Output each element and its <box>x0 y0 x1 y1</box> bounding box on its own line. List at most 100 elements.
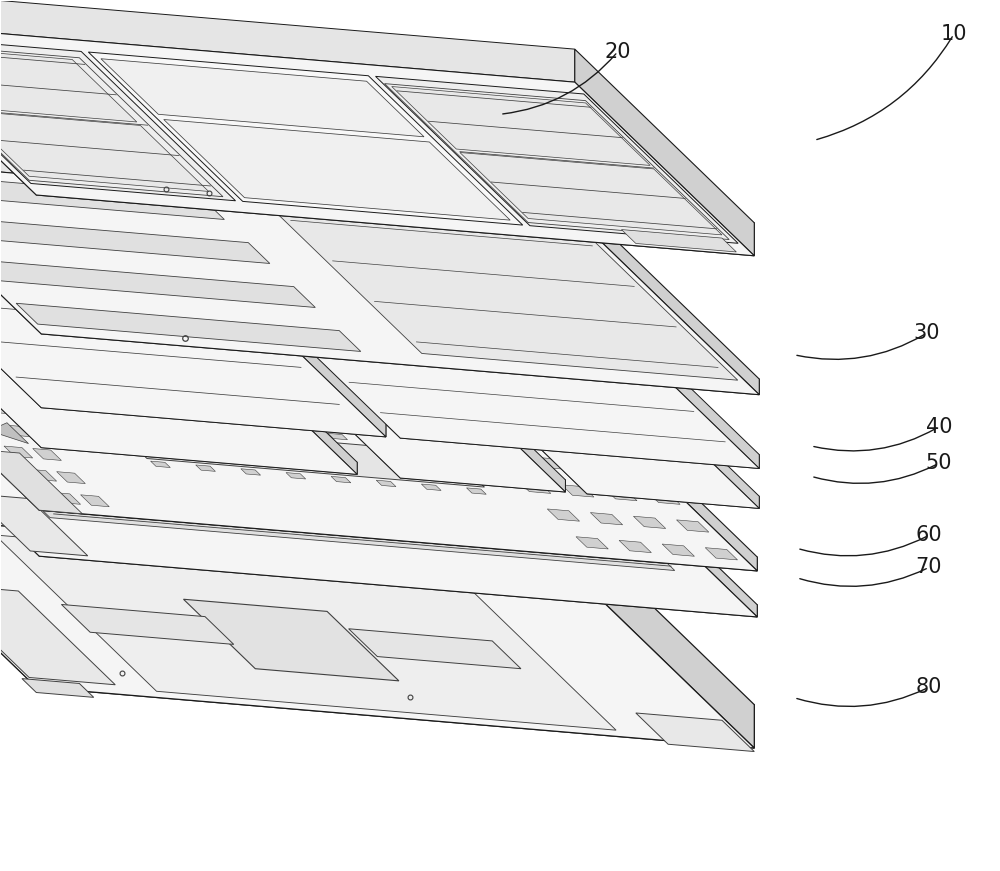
Polygon shape <box>0 494 88 556</box>
Polygon shape <box>0 467 28 479</box>
Polygon shape <box>0 449 82 514</box>
Polygon shape <box>81 495 109 507</box>
Polygon shape <box>621 230 736 252</box>
Polygon shape <box>331 476 351 483</box>
Polygon shape <box>386 307 565 492</box>
Polygon shape <box>0 260 315 307</box>
Text: 20: 20 <box>604 42 631 62</box>
Polygon shape <box>648 492 680 504</box>
Polygon shape <box>0 22 754 256</box>
Polygon shape <box>0 382 757 617</box>
Polygon shape <box>662 544 694 557</box>
Polygon shape <box>283 429 302 436</box>
Polygon shape <box>547 433 580 445</box>
Text: 30: 30 <box>914 323 940 343</box>
Polygon shape <box>0 322 578 397</box>
Polygon shape <box>578 431 757 617</box>
Polygon shape <box>0 514 754 748</box>
Polygon shape <box>0 370 39 557</box>
Polygon shape <box>33 449 61 461</box>
Polygon shape <box>376 480 396 487</box>
Polygon shape <box>28 469 57 481</box>
Text: 80: 80 <box>916 678 942 698</box>
Polygon shape <box>22 679 94 698</box>
Polygon shape <box>636 713 754 752</box>
Polygon shape <box>421 484 441 490</box>
Polygon shape <box>705 548 738 560</box>
Polygon shape <box>590 436 623 449</box>
Polygon shape <box>41 436 357 475</box>
Text: 10: 10 <box>940 24 967 44</box>
Polygon shape <box>147 418 167 424</box>
Polygon shape <box>0 402 14 414</box>
Polygon shape <box>475 402 508 414</box>
Polygon shape <box>677 520 709 532</box>
Polygon shape <box>0 470 575 574</box>
Polygon shape <box>0 0 36 195</box>
Polygon shape <box>519 481 551 493</box>
Polygon shape <box>0 34 236 201</box>
Polygon shape <box>0 160 759 395</box>
Polygon shape <box>0 422 29 443</box>
Polygon shape <box>192 422 212 429</box>
Polygon shape <box>41 394 386 437</box>
Polygon shape <box>328 434 348 440</box>
Polygon shape <box>0 322 39 510</box>
Polygon shape <box>605 489 637 501</box>
Polygon shape <box>0 370 578 443</box>
Polygon shape <box>407 308 580 334</box>
Polygon shape <box>504 429 536 442</box>
Polygon shape <box>41 318 759 395</box>
Polygon shape <box>0 423 9 435</box>
Polygon shape <box>57 472 85 483</box>
Polygon shape <box>238 426 257 432</box>
Polygon shape <box>0 44 137 122</box>
Polygon shape <box>88 52 523 225</box>
Polygon shape <box>562 408 594 421</box>
Polygon shape <box>349 629 521 669</box>
Polygon shape <box>0 0 575 82</box>
Polygon shape <box>587 482 759 509</box>
Polygon shape <box>39 496 757 571</box>
Polygon shape <box>221 265 759 469</box>
Polygon shape <box>0 443 4 456</box>
Polygon shape <box>418 441 438 448</box>
Polygon shape <box>36 162 754 256</box>
Polygon shape <box>102 415 122 421</box>
Polygon shape <box>373 437 393 443</box>
Polygon shape <box>0 262 178 300</box>
Polygon shape <box>16 303 361 352</box>
Polygon shape <box>221 304 565 492</box>
Text: 70: 70 <box>916 557 942 577</box>
Polygon shape <box>633 517 666 529</box>
Polygon shape <box>286 473 306 479</box>
Polygon shape <box>221 293 386 319</box>
Polygon shape <box>0 172 224 219</box>
Polygon shape <box>376 77 738 243</box>
Polygon shape <box>0 274 357 475</box>
Polygon shape <box>0 262 41 448</box>
Polygon shape <box>490 454 522 466</box>
Polygon shape <box>0 220 206 263</box>
Polygon shape <box>111 424 484 487</box>
Polygon shape <box>392 86 650 165</box>
Polygon shape <box>221 251 580 295</box>
Polygon shape <box>562 485 594 497</box>
Polygon shape <box>178 288 357 475</box>
Polygon shape <box>407 321 759 509</box>
Polygon shape <box>0 215 270 263</box>
Polygon shape <box>576 461 608 473</box>
Polygon shape <box>0 234 386 437</box>
Polygon shape <box>580 206 759 395</box>
Polygon shape <box>0 535 616 730</box>
Polygon shape <box>221 293 400 478</box>
Polygon shape <box>151 461 170 468</box>
Polygon shape <box>619 540 651 552</box>
Polygon shape <box>36 644 754 748</box>
Text: 40: 40 <box>926 417 952 437</box>
Polygon shape <box>460 152 722 235</box>
Polygon shape <box>206 249 386 437</box>
Polygon shape <box>39 544 757 617</box>
Polygon shape <box>101 58 424 137</box>
Polygon shape <box>0 111 209 192</box>
